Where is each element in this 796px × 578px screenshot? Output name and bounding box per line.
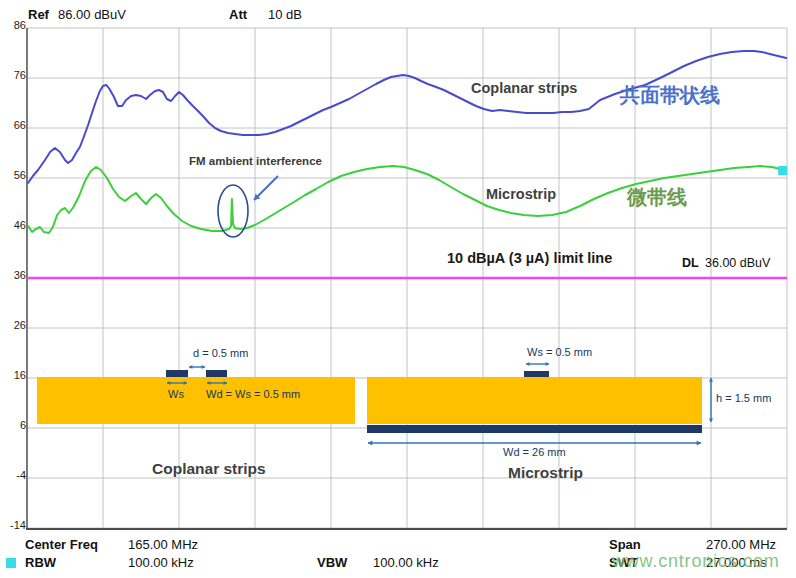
rbw-value: 100.00 kHz <box>128 555 194 570</box>
vbw-value: 100.00 kHz <box>373 555 439 570</box>
coplanar-substrate <box>37 377 355 424</box>
y-tick-label: -14 <box>0 519 26 531</box>
ref-value: 86.00 dBuV <box>58 7 126 22</box>
coplanar-strip-right <box>206 370 227 377</box>
dl-value: 36.00 dBuV <box>705 256 770 270</box>
fm-interference-annotation: FM ambient interference <box>189 155 322 167</box>
arrowhead <box>709 419 713 422</box>
microstrip-substrate <box>367 377 702 424</box>
microstrip-dim-h: h = 1.5 mm <box>716 392 771 404</box>
coplanar-trace-label: Coplanar strips <box>471 80 577 96</box>
y-tick-label: -4 <box>0 469 26 481</box>
microstrip-diagram-caption: Microstrip <box>508 464 583 482</box>
arrowhead <box>368 440 372 445</box>
microstrip-trace-conductor <box>524 371 549 377</box>
vbw-label: VBW <box>317 555 347 570</box>
coplanar-dim-wd: Wd = Ws = 0.5 mm <box>206 388 300 400</box>
ref-label: Ref <box>28 7 49 22</box>
y-tick-label: 36 <box>0 269 26 281</box>
coplanar-dim-ws: Ws <box>168 388 184 400</box>
coplanar-trace-label-cn: 共面带状线 <box>620 82 720 109</box>
microstrip-ground-plane <box>367 425 702 433</box>
microstrip-trace-label-cn: 微带线 <box>627 184 687 211</box>
y-tick-label: 6 <box>0 419 26 431</box>
y-tick-label: 56 <box>0 169 26 181</box>
watermark: www.cntronics.com <box>612 551 780 572</box>
y-tick-label: 26 <box>0 319 26 331</box>
arrowhead <box>546 362 549 366</box>
limit-line-label: 10 dBµA (3 µA) limit line <box>447 250 612 266</box>
arrowhead <box>709 378 713 381</box>
att-value: 10 dB <box>268 7 302 22</box>
rbw-marker-swatch <box>6 558 16 568</box>
arrowhead <box>189 365 192 369</box>
coplanar-strip-left <box>166 370 188 377</box>
y-tick-label: 76 <box>0 69 26 81</box>
arrowhead <box>202 365 205 369</box>
microstrip-trace-label: Microstrip <box>486 186 556 202</box>
dl-label: DL <box>682 256 699 270</box>
trace-end-marker <box>778 166 787 175</box>
span-value: 270.00 MHz <box>706 537 776 552</box>
arrowhead <box>526 362 529 366</box>
center-freq-label: Center Freq <box>25 537 98 552</box>
att-label: Att <box>229 7 247 22</box>
center-freq-value: 165.00 MHz <box>128 537 198 552</box>
y-tick-label: 66 <box>0 119 26 131</box>
coplanar-dim-d: d = 0.5 mm <box>193 347 248 359</box>
y-tick-label: 46 <box>0 219 26 231</box>
microstrip-dim-ws: Ws = 0.5 mm <box>527 346 592 358</box>
y-tick-label: 86 <box>0 19 26 31</box>
rbw-label: RBW <box>25 555 56 570</box>
microstrip-dim-wd: Wd = 26 mm <box>503 446 566 458</box>
y-tick-label: 16 <box>0 369 26 381</box>
span-label: Span <box>609 537 641 552</box>
coplanar-diagram-caption: Coplanar strips <box>152 460 266 478</box>
arrowhead <box>697 440 701 445</box>
